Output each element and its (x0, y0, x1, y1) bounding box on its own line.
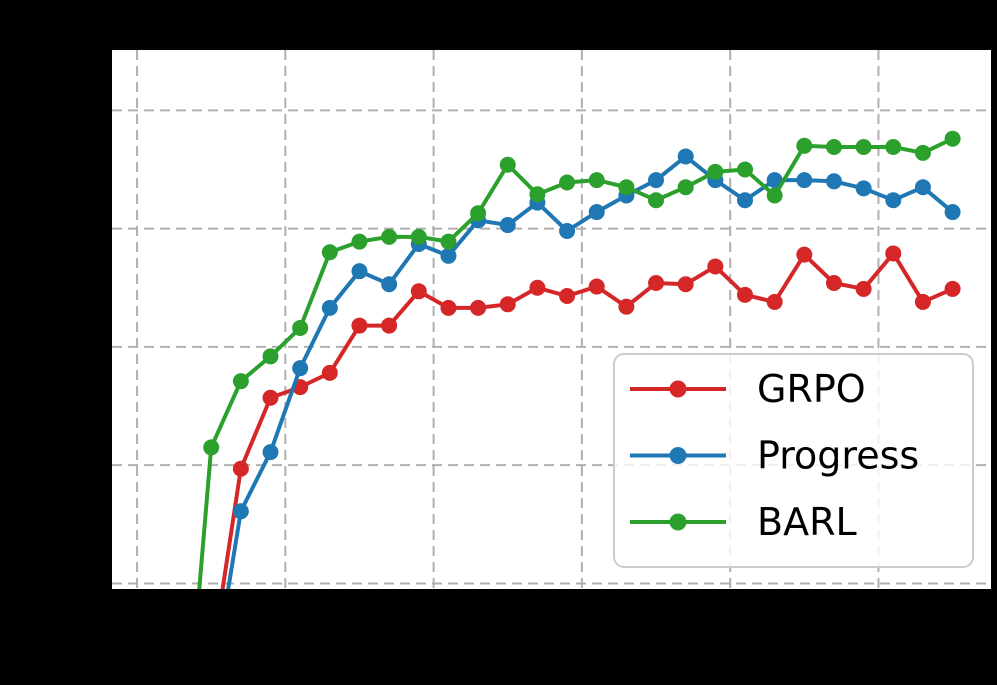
data-point-grpo (766, 293, 783, 310)
data-point-barl (914, 144, 931, 161)
data-point-barl (885, 138, 902, 155)
data-point-barl (648, 192, 665, 209)
data-point-grpo (321, 364, 338, 381)
data-point-progress (648, 172, 665, 189)
data-point-progress (351, 263, 368, 280)
legend-marker-progress (669, 447, 687, 464)
data-point-grpo (499, 296, 516, 313)
legend-entry-grpo: GRPO (630, 367, 866, 411)
data-point-progress (737, 192, 754, 209)
data-point-progress (855, 180, 872, 197)
data-point-barl (825, 138, 842, 155)
data-point-barl (381, 228, 398, 245)
legend: GRPO Progress BARL (613, 353, 974, 568)
data-point-grpo (203, 656, 219, 672)
data-point-barl (351, 233, 368, 250)
data-point-barl (470, 205, 487, 222)
data-point-grpo (737, 286, 754, 303)
data-point-barl (499, 156, 516, 173)
data-point-progress (885, 192, 902, 209)
legend-label-progress: Progress (757, 434, 919, 478)
series-layer (197, 130, 961, 672)
data-point-barl (855, 138, 872, 155)
data-point-grpo (351, 317, 368, 334)
data-point-grpo (796, 246, 813, 263)
data-point-progress (321, 299, 338, 316)
data-point-barl (232, 373, 249, 390)
data-point-grpo (618, 298, 635, 315)
data-point-grpo (648, 275, 665, 292)
data-point-progress (292, 360, 309, 377)
series-barl (197, 130, 961, 589)
legend-label-barl: BARL (757, 500, 857, 544)
data-point-barl (321, 244, 338, 261)
data-point-barl (559, 174, 576, 191)
data-point-barl (588, 172, 605, 189)
data-point-barl (292, 319, 309, 336)
data-point-progress (559, 222, 576, 239)
data-point-progress (796, 172, 813, 189)
data-point-progress (914, 179, 931, 196)
data-point-barl (410, 228, 427, 245)
data-point-barl (677, 179, 694, 196)
legend-marker-grpo (669, 380, 687, 398)
data-point-grpo (232, 460, 249, 477)
data-point-grpo (825, 275, 842, 292)
data-point-barl (796, 137, 813, 154)
data-point-barl (737, 161, 754, 178)
legend-marker-barl (669, 513, 687, 531)
legend-entry-progress: Progress (630, 434, 919, 478)
data-point-grpo (707, 258, 724, 275)
data-point-grpo (588, 278, 605, 295)
data-point-barl (766, 187, 783, 204)
legend-entry-barl: BARL (630, 500, 857, 544)
data-point-progress (499, 217, 516, 234)
data-point-grpo (410, 283, 427, 300)
data-point-progress (944, 204, 961, 221)
series-grpo (203, 245, 961, 672)
data-point-progress (262, 444, 279, 461)
data-point-grpo (914, 293, 931, 310)
data-point-progress (825, 173, 842, 190)
data-point-barl (529, 186, 546, 203)
data-point-progress (588, 204, 605, 221)
data-point-grpo (855, 280, 872, 297)
series-progress (226, 148, 961, 589)
data-point-barl (944, 130, 961, 147)
legend-box (613, 353, 974, 568)
data-point-grpo (262, 389, 279, 406)
legend-label-grpo: GRPO (757, 367, 866, 411)
data-point-barl (203, 439, 220, 456)
data-point-grpo (559, 288, 576, 305)
data-point-progress (440, 247, 457, 264)
data-point-progress (232, 503, 249, 520)
data-point-grpo (440, 299, 457, 316)
data-point-grpo (529, 279, 546, 296)
data-point-barl (618, 179, 635, 196)
data-point-barl (262, 348, 279, 365)
data-point-progress (381, 276, 398, 293)
data-point-progress (766, 172, 783, 189)
data-point-grpo (470, 299, 487, 316)
data-point-grpo (381, 317, 398, 334)
data-point-barl (440, 233, 457, 250)
data-point-progress (677, 148, 694, 165)
data-point-grpo (944, 280, 961, 297)
data-point-barl (707, 163, 724, 180)
data-point-grpo (885, 245, 902, 262)
data-point-grpo (677, 276, 694, 293)
